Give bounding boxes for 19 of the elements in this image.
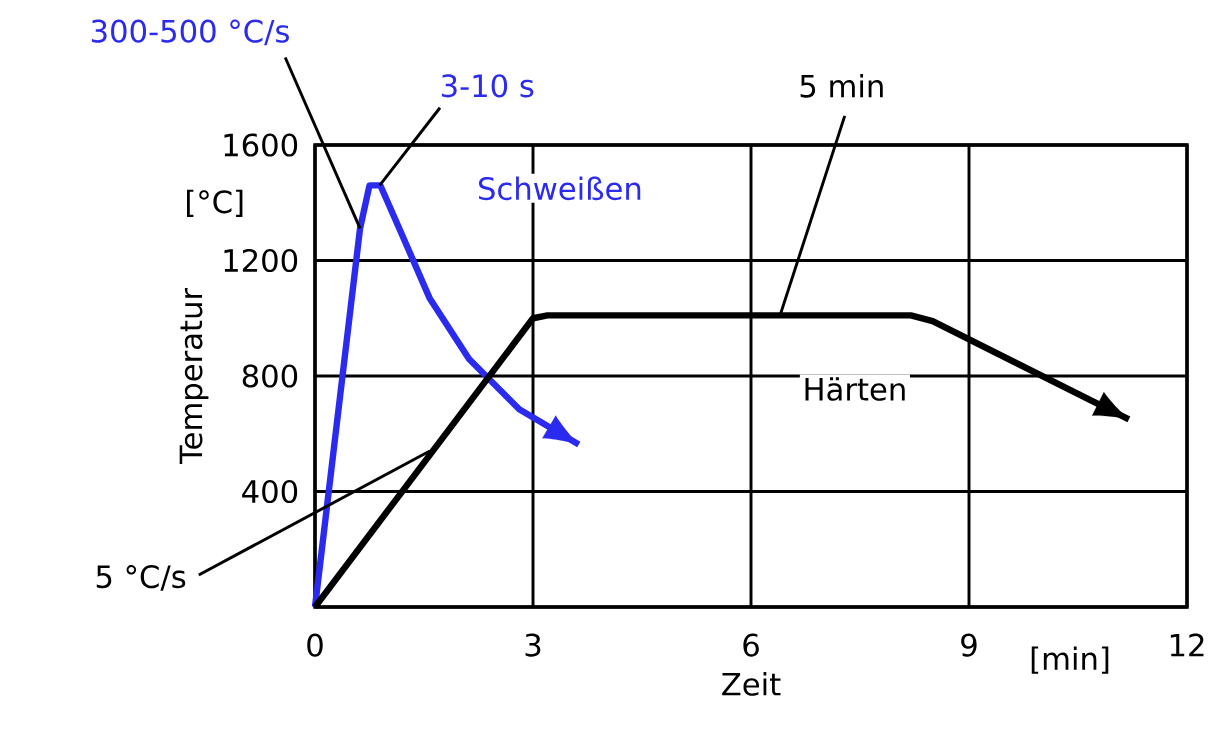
- y-tick-label: 1600: [224, 133, 298, 157]
- x-tick-label: 9: [961, 633, 977, 657]
- x-tick-label: 6: [743, 633, 759, 657]
- annotation: 300-500 °C/s: [91, 19, 289, 46]
- y-tick-label: 400: [242, 479, 298, 504]
- y-tick-label: 800: [242, 364, 298, 388]
- x-tick-label: 3: [525, 633, 541, 657]
- x-axis-title: Zeit: [722, 672, 781, 696]
- text: [min]: [1031, 646, 1109, 674]
- y-axis-title: Temperatur: [179, 287, 209, 465]
- annotation: 3-10 s: [441, 74, 534, 98]
- text: Schweißen: [478, 176, 641, 201]
- series-label: Härten: [805, 377, 905, 401]
- x-tick-label: 0: [307, 633, 323, 657]
- annotation: 5 °C/s: [96, 565, 186, 591]
- x-tick-label: 12: [1170, 633, 1204, 657]
- annotation: 5 min: [800, 73, 883, 98]
- text: [°C]: [187, 189, 243, 217]
- y-tick-label: 1200: [224, 248, 298, 273]
